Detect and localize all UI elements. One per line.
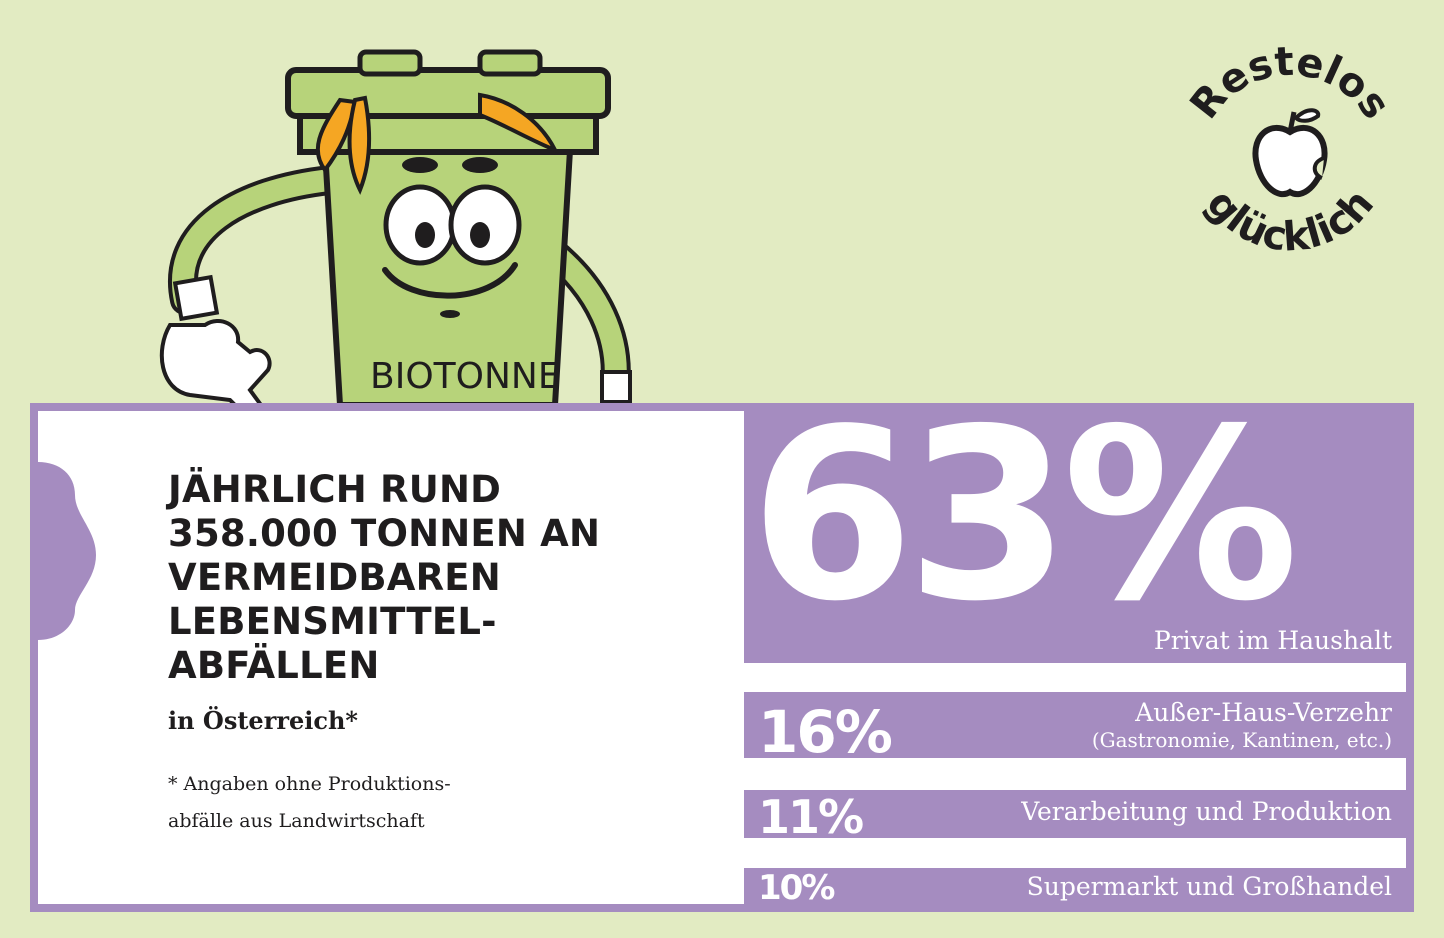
value-label-3: 10% [758, 868, 835, 908]
subheadline: in Österreich* [168, 706, 358, 735]
biotonne-label: BIOTONNE [370, 356, 561, 397]
headline-line: ABFÄLLEN [168, 644, 380, 687]
headline-line: 358.000 TONNEN AN [168, 512, 601, 555]
bar-gap-1 [744, 758, 1406, 790]
footnote-line: abfälle aus Landwirtschaft [168, 810, 425, 832]
category-label-2: Verarbeitung und Produktion [1021, 797, 1392, 826]
bar-1 [744, 692, 1406, 758]
bar-0 [744, 411, 1406, 663]
category-label-0: Privat im Haushalt [1153, 626, 1392, 655]
bar-2 [744, 790, 1406, 834]
footnote-line: * Angaben ohne Produktions- [168, 773, 451, 795]
bar-gap-2 [744, 838, 1406, 868]
bar-rows [744, 411, 1406, 904]
category-label-1: Außer-Haus-Verzehr [1135, 698, 1392, 727]
category-note-1: (Gastronomie, Kantinen, etc.) [1091, 728, 1392, 752]
headline-line: VERMEIDBAREN [168, 556, 501, 599]
category-label-3: Supermarkt und Großhandel [1026, 872, 1392, 901]
bar-3 [744, 868, 1406, 904]
value-label-0: 63% [750, 378, 1299, 653]
restelos-gluecklich-badge: Restelos glücklich [1182, 40, 1399, 261]
value-label-1: 16% [758, 698, 893, 766]
headline: JÄHRLICH RUND 358.000 TONNEN AN VERMEIDB… [168, 468, 688, 688]
value-label-2: 11% [758, 790, 864, 844]
headline-line: JÄHRLICH RUND [168, 468, 502, 511]
text-card-panel [38, 411, 744, 904]
bar-gap-0 [744, 663, 1406, 692]
footnote: * Angaben ohne Produktions- abfälle aus … [168, 766, 588, 840]
apple-core-icon [1252, 108, 1328, 197]
headline-line: LEBENSMITTEL- [168, 600, 497, 643]
